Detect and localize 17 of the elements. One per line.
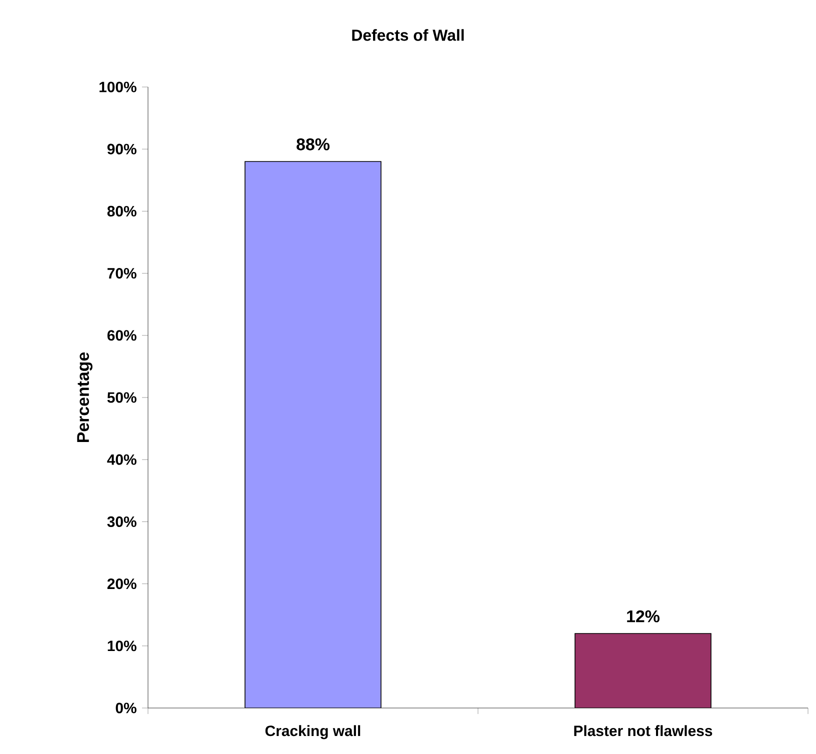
y-tick-label: 50% (107, 392, 136, 403)
y-tick-label: 0% (116, 702, 136, 714)
x-tick-label: Cracking wall (265, 725, 360, 740)
y-tick-label: 80% (107, 206, 136, 216)
y-tick-label: 60% (107, 330, 136, 341)
chart-title: Defects of Wall (352, 29, 464, 41)
y-tick-label: 100% (100, 82, 136, 92)
y-tick-label: 90% (107, 144, 136, 154)
y-tick-label: 40% (107, 454, 136, 465)
x-tick-label: Plaster not flawless (574, 725, 712, 736)
y-tick-label: 30% (107, 516, 136, 528)
y-axis-title: Percentage (77, 352, 92, 442)
y-tick-label: 10% (108, 640, 136, 652)
y-tick-label: 70% (108, 268, 136, 279)
data-label: 12% (627, 610, 660, 622)
y-tick-label: 20% (107, 578, 136, 590)
data-label: 88% (296, 138, 330, 150)
